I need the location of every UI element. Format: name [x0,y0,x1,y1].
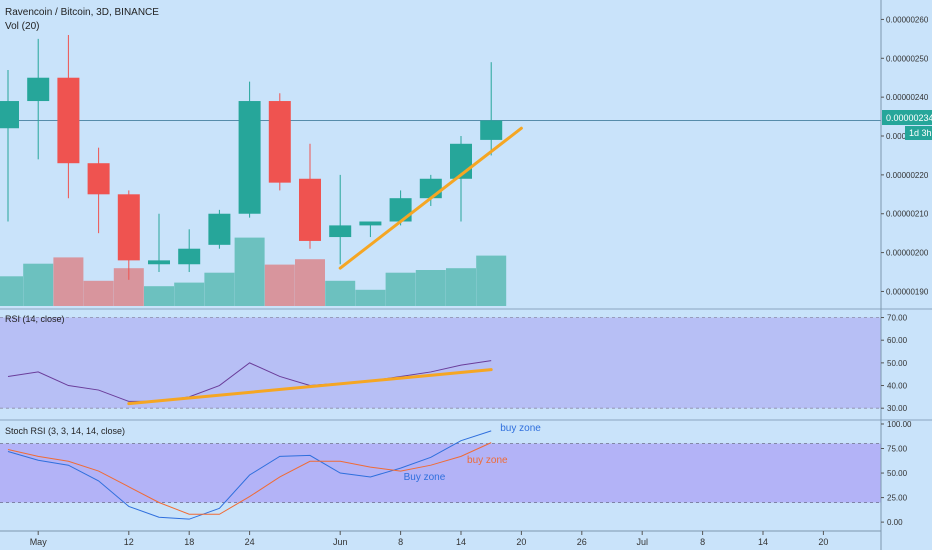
candle-body [389,198,412,222]
x-tick-label: 8 [398,537,403,547]
volume-bar [174,282,205,306]
x-tick-label: Jun [333,537,348,547]
stoch-annotation: Buy zone [404,472,446,483]
y-tick-label: 40.00 [887,382,908,391]
candle-body [27,77,50,102]
x-tick-label: 14 [758,537,768,547]
candle-body [299,178,321,241]
volume-bar [0,276,23,306]
volume-bar [325,280,356,306]
candle-body [57,77,80,164]
y-tick-label: 100.00 [887,420,912,429]
volume-bar [23,263,54,306]
x-tick-label: 8 [700,537,705,547]
stoch-annotation: buy zone [500,423,541,434]
volume-bar [295,259,325,306]
x-tick-label: 12 [124,537,134,547]
y-tick-label: 0.00000220 [886,171,929,180]
candle-body [480,120,503,140]
candle-body [359,221,382,226]
y-tick-label: 50.00 [887,469,908,478]
volume-bar [234,237,265,306]
stoch-rsi-title: Stoch RSI (3, 3, 14, 14, close) [5,426,125,436]
y-tick-label: 50.00 [887,359,908,368]
volume-bar [204,272,235,306]
countdown-label: 1d 3h [909,128,932,138]
last-price-label: 0.00000234 [886,113,932,123]
y-tick-label: 0.00000190 [886,287,929,296]
x-tick-label: 20 [818,537,828,547]
price-pane[interactable] [0,34,932,310]
chart-title: Ravencoin / Bitcoin, 3D, BINANCE [5,7,159,18]
y-tick-label: 0.00000250 [886,54,929,63]
last-price-badge [882,110,932,125]
volume-bar [53,257,84,306]
price-trendline [338,126,523,270]
stoch-d-line [7,442,492,515]
candle-body [208,213,231,245]
candle-body [238,101,261,214]
volume-bar [144,286,174,306]
countdown-badge [905,126,932,140]
y-tick-label: 60.00 [887,336,908,345]
candle-body [148,260,170,265]
stoch-rsi-pane[interactable]: buy zone buy zone Buy zone [0,423,881,520]
candle-body [329,225,352,238]
candle-body [419,178,442,199]
y-tick-label: 30.00 [887,404,908,413]
y-tick-label: 0.00000260 [886,15,929,24]
volume-indicator-label: Vol (20) [5,21,39,32]
y-tick-label: 0.00 [887,518,903,527]
candle-body [268,101,291,183]
y-tick-label: 25.00 [887,494,908,503]
y-tick-label: 70.00 [887,314,908,323]
x-tick-label: 20 [516,537,526,547]
x-tick-label: May [30,537,48,547]
stoch-band [0,443,881,503]
volume-bar [385,272,416,306]
x-tick-label: 18 [184,537,194,547]
x-tick-label: 24 [245,537,255,547]
y-tick-label: 75.00 [887,445,908,454]
volume-bar [264,264,295,306]
rsi-title: RSI (14, close) [5,314,65,324]
volume-bar [476,255,507,306]
y-tick-label: 0.00000210 [886,210,929,219]
y-tick-label: 0.00000240 [886,93,929,102]
candle-body [178,248,201,265]
volume-bar [355,289,386,306]
stoch-k-line [7,430,492,520]
x-tick-label: Jul [636,537,648,547]
rsi-line [7,360,492,402]
stoch-annotation: buy zone [467,455,508,466]
rsi-trendline [127,368,493,406]
candle-body [87,163,110,195]
volume-bar [415,270,446,306]
rsi-band [0,317,881,409]
x-tick-label: 14 [456,537,466,547]
x-tick-label: 26 [577,537,587,547]
candle-body [0,101,19,129]
volume-bar [83,280,114,306]
candle-body [117,194,140,261]
y-tick-label: 0.00000200 [886,249,929,258]
volume-bar [446,268,476,306]
rsi-pane[interactable] [0,317,932,421]
